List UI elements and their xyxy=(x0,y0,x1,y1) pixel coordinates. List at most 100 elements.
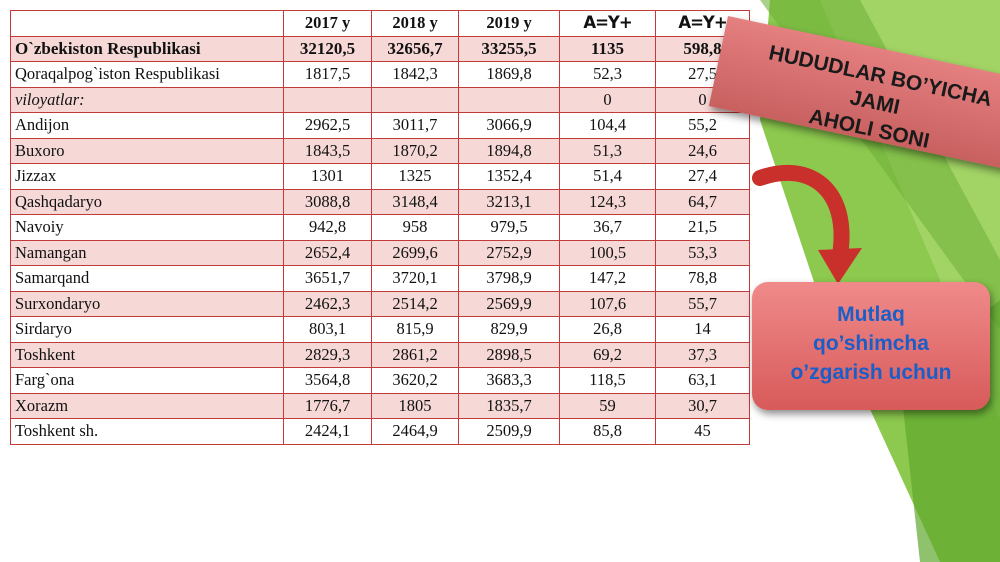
value-cell: 2462,3 xyxy=(283,290,372,317)
region-name-cell: Surxondaryo xyxy=(10,290,284,317)
value-cell: 147,2 xyxy=(559,265,656,292)
value-cell: 0 xyxy=(559,86,656,113)
value-cell: 3011,7 xyxy=(371,112,459,139)
value-cell: 3683,3 xyxy=(458,367,560,394)
value-cell: 118,5 xyxy=(559,367,656,394)
value-cell: 3720,1 xyxy=(371,265,459,292)
value-cell: 85,8 xyxy=(559,418,656,445)
value-cell: 1842,3 xyxy=(371,61,459,88)
value-cell: 53,3 xyxy=(655,239,750,266)
callout-text: Mutlaq qo’shimcha o’zgarish uchun xyxy=(752,300,990,387)
value-cell: 3798,9 xyxy=(458,265,560,292)
region-name-cell: Andijon xyxy=(10,112,284,139)
value-cell: 26,8 xyxy=(559,316,656,343)
value-cell: 3213,1 xyxy=(458,188,560,215)
value-cell: 2752,9 xyxy=(458,239,560,266)
header-2017: 2017 y xyxy=(283,10,372,37)
table-header-row: 2017 y 2018 y 2019 y A=Y+ A=Y+ xyxy=(10,10,750,37)
region-name-cell: Toshkent sh. xyxy=(10,418,284,445)
table-row: Farg`ona 3564,8 3620,2 3683,3 118,5 63,1 xyxy=(10,367,750,394)
value-cell: 803,1 xyxy=(283,316,372,343)
value-cell: 1817,5 xyxy=(283,61,372,88)
value-cell: 24,6 xyxy=(655,137,750,164)
header-absolute-change: A=Y+ xyxy=(559,10,656,37)
value-cell: 64,7 xyxy=(655,188,750,215)
value-cell: 2829,3 xyxy=(283,341,372,368)
value-cell: 2962,5 xyxy=(283,112,372,139)
value-cell: 3088,8 xyxy=(283,188,372,215)
value-cell: 69,2 xyxy=(559,341,656,368)
header-region xyxy=(10,10,284,37)
callout-box xyxy=(752,282,990,410)
callout-line-3: o’zgarish uchun xyxy=(790,361,952,384)
value-cell: 2699,6 xyxy=(371,239,459,266)
header-2018: 2018 y xyxy=(371,10,459,37)
value-cell: 1835,7 xyxy=(458,392,560,419)
value-cell: 52,3 xyxy=(559,61,656,88)
value-cell: 107,6 xyxy=(559,290,656,317)
table-row: Jizzax 1301 1325 1352,4 51,4 27,4 xyxy=(10,163,750,190)
callout-line-1: Mutlaq xyxy=(837,303,905,326)
value-cell: 1135 xyxy=(559,35,656,62)
value-cell: 815,9 xyxy=(371,316,459,343)
value-cell: 14 xyxy=(655,316,750,343)
value-cell: 1869,8 xyxy=(458,61,560,88)
region-name-cell: Qoraqalpog`iston Respublikasi xyxy=(10,61,284,88)
table-row: O`zbekiston Respublikasi 32120,5 32656,7 33… xyxy=(10,35,750,62)
value-cell: 104,4 xyxy=(559,112,656,139)
value-cell: 124,3 xyxy=(559,188,656,215)
value-cell xyxy=(458,86,560,113)
table-row: Qoraqalpog`iston Respublikasi 1817,5 1842,… xyxy=(10,61,750,88)
value-cell: 1894,8 xyxy=(458,137,560,164)
region-name-cell: Jizzax xyxy=(10,163,284,190)
table-row: Toshkent 2829,3 2861,2 2898,5 69,2 37,3 xyxy=(10,341,750,368)
value-cell xyxy=(283,86,372,113)
curved-arrow-icon xyxy=(752,165,862,284)
value-cell: 2424,1 xyxy=(283,418,372,445)
region-name-cell: Qashqadaryo xyxy=(10,188,284,215)
table-row: Andijon 2962,5 3011,7 3066,9 104,4 55,2 xyxy=(10,112,750,139)
region-name-cell: viloyatlar: xyxy=(10,86,284,113)
value-cell: 2514,2 xyxy=(371,290,459,317)
region-name-cell: Farg`ona xyxy=(10,367,284,394)
table-row: Toshkent sh. 2424,1 2464,9 2509,9 85,8 45 xyxy=(10,418,750,445)
value-cell: 100,5 xyxy=(559,239,656,266)
value-cell: 21,5 xyxy=(655,214,750,241)
value-cell: 51,4 xyxy=(559,163,656,190)
value-cell: 78,8 xyxy=(655,265,750,292)
value-cell: 2464,9 xyxy=(371,418,459,445)
value-cell: 1805 xyxy=(371,392,459,419)
region-name-cell: Xorazm xyxy=(10,392,284,419)
value-cell: 33255,5 xyxy=(458,35,560,62)
header-2019: 2019 y xyxy=(458,10,560,37)
value-cell: 37,3 xyxy=(655,341,750,368)
region-name-cell: Navoiy xyxy=(10,214,284,241)
callout-line-2: qo’shimcha xyxy=(813,332,929,355)
value-cell: 55,2 xyxy=(655,112,750,139)
region-name-cell: Sirdaryo xyxy=(10,316,284,343)
region-name-cell: Namangan xyxy=(10,239,284,266)
value-cell: 1301 xyxy=(283,163,372,190)
value-cell: 3066,9 xyxy=(458,112,560,139)
value-cell: 942,8 xyxy=(283,214,372,241)
value-cell: 27,4 xyxy=(655,163,750,190)
value-cell: 1776,7 xyxy=(283,392,372,419)
table-row: Samarqand 3651,7 3720,1 3798,9 147,2 78,8 xyxy=(10,265,750,292)
value-cell: 63,1 xyxy=(655,367,750,394)
value-cell: 3148,4 xyxy=(371,188,459,215)
value-cell: 1843,5 xyxy=(283,137,372,164)
region-name-cell: Toshkent xyxy=(10,341,284,368)
value-cell: 2509,9 xyxy=(458,418,560,445)
value-cell: 59 xyxy=(559,392,656,419)
table-row: Surxondaryo 2462,3 2514,2 2569,9 107,6 55,7 xyxy=(10,290,750,317)
value-cell: 3651,7 xyxy=(283,265,372,292)
table-row: Namangan 2652,4 2699,6 2752,9 100,5 53,3 xyxy=(10,239,750,266)
population-table: 2017 y 2018 y 2019 y A=Y+ A=Y+ O`zbekist… xyxy=(10,10,750,445)
value-cell xyxy=(371,86,459,113)
region-name-cell: Samarqand xyxy=(10,265,284,292)
value-cell: 51,3 xyxy=(559,137,656,164)
value-cell: 2652,4 xyxy=(283,239,372,266)
value-cell: 829,9 xyxy=(458,316,560,343)
value-cell: 30,7 xyxy=(655,392,750,419)
value-cell: 2898,5 xyxy=(458,341,560,368)
